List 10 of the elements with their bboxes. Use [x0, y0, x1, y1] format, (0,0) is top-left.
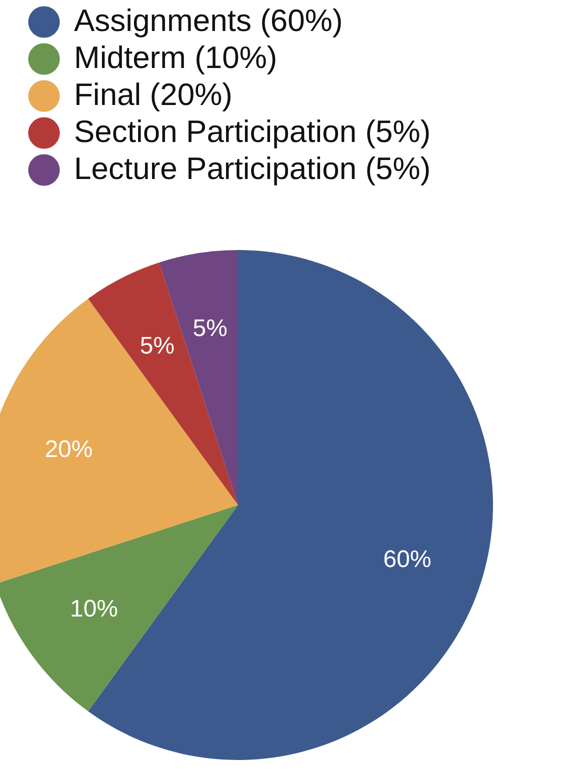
- legend-label: Assignments (60%): [74, 3, 343, 38]
- legend-label: Section Participation (5%): [74, 114, 431, 149]
- data-label: 5%: [140, 332, 175, 360]
- legend-label: Final (20%): [74, 77, 232, 112]
- data-label: 5%: [192, 315, 228, 342]
- legend-label: Midterm (10%): [74, 40, 278, 75]
- data-label: 10%: [70, 596, 118, 623]
- data-label: 20%: [44, 436, 93, 463]
- legend-label: Lecture Participation (5%): [74, 151, 431, 186]
- data-label: 60%: [383, 546, 432, 574]
